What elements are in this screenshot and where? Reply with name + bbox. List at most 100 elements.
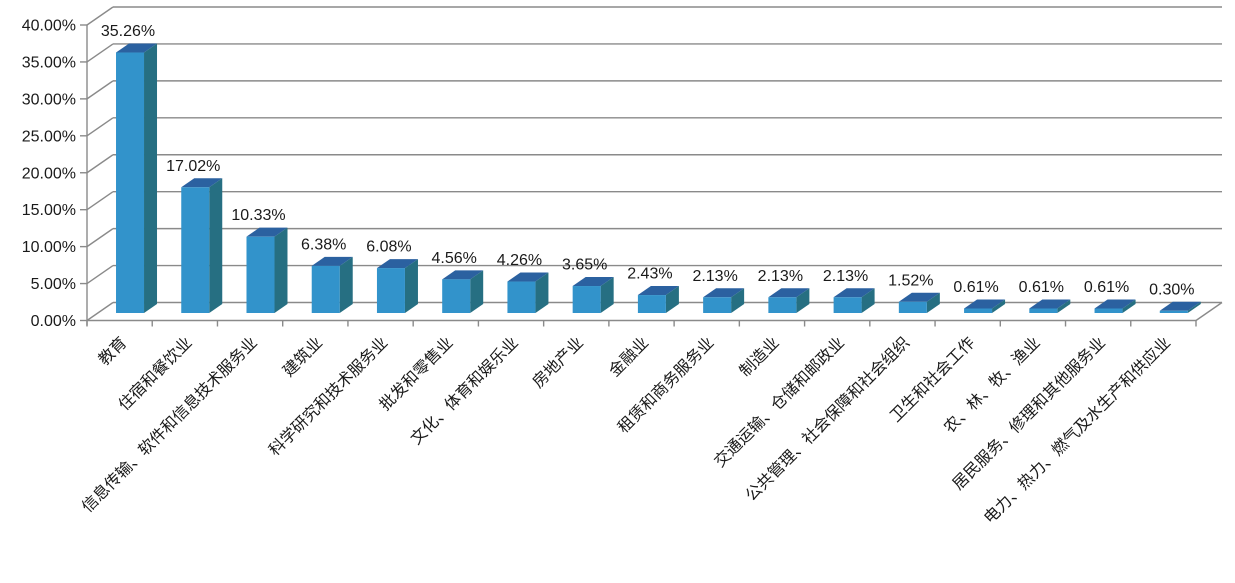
bar-data-label: 2.13% [823,268,868,285]
bar-side-face [1187,301,1201,313]
y-tick-label: 15.00% [22,202,76,219]
y-tick-label: 35.00% [22,54,76,71]
category-label: 科学研究和技术服务业 [266,334,392,460]
bar-group: 4.56% [432,250,484,313]
category-label: 制造业 [736,334,783,381]
bar-front-face [1094,308,1123,313]
y-tick-label: 30.00% [22,91,76,108]
bar-data-label: 6.38% [301,236,346,253]
y-tick-label: 0.00% [31,313,76,330]
gridline-side-segment [86,228,114,248]
bar-side-face [144,43,158,313]
bar-data-label: 35.26% [101,23,155,40]
bar-side-face [992,299,1006,313]
bar-front-face [116,52,145,313]
bar-front-face [246,236,275,313]
bar-data-label: 6.08% [366,239,411,256]
bar-side-face [861,288,875,313]
bar-top-face [833,288,875,298]
bar-group: 0.61% [1084,279,1136,313]
bar-group: 6.08% [366,239,418,313]
bar-top-face [1159,301,1201,311]
bar-data-label: 2.13% [758,268,803,285]
bar-data-label: 4.26% [497,252,542,269]
bar-group: 1.52% [888,272,940,313]
bar-side-face [731,288,745,313]
bar-top-face [768,288,810,298]
bar-data-label: 0.61% [1084,279,1129,296]
bar-side-face [926,292,940,313]
bar-front-face [442,279,471,313]
bar-top-face [311,256,353,266]
y-tick-label: 10.00% [22,239,76,256]
bar-side-face [796,288,810,313]
gridline-side-segment [86,191,114,211]
bar-top-face [1094,299,1136,309]
bar-data-label: 10.33% [231,207,285,224]
bar-data-label: 17.02% [166,158,220,175]
bar-front-face [1029,308,1058,313]
bar-front-face [376,268,405,313]
bar-front-face [703,297,732,313]
bar-data-label: 0.61% [953,279,998,296]
bar-front-face [898,301,927,313]
bar-front-face [637,295,666,313]
bar-top-face [181,178,223,188]
bar-top-face [964,299,1006,309]
bar-group: 4.26% [497,252,549,313]
gridline-side-segment [86,301,114,322]
bar-side-face [404,259,418,313]
bar-front-face [507,281,536,313]
bar-top-face [507,272,549,282]
bar-group: 2.13% [823,268,875,313]
bar-front-face [833,297,862,313]
bar-top-face [572,277,614,287]
bar-top-face [1029,299,1071,309]
bar-group: 17.02% [166,158,223,313]
bar-top-face [246,227,288,237]
bar-front-face [768,297,797,313]
category-label: 交通运输、仓储和邮政业 [711,334,848,471]
category-label: 金融业 [606,334,653,381]
bar-side-face [1057,299,1071,313]
bar-top-face [898,292,940,302]
bar-top-face [442,270,484,280]
bar-side-face [1122,299,1136,313]
bar-group: 10.33% [231,207,288,313]
bar-group: 35.26% [101,23,158,313]
bar-side-face [600,277,614,313]
gridline-side-segment [86,264,114,285]
y-tick-label: 20.00% [22,165,76,182]
bar-side-face [665,286,679,313]
y-tick-label: 40.00% [22,18,76,35]
gridline-side-segment [86,6,114,26]
category-label: 房地产业 [529,334,587,392]
gridline-side-segment [86,154,114,174]
floor-right-edge [1195,301,1223,322]
bar-front-face [964,308,993,313]
bar-data-label: 3.65% [562,257,607,274]
gridline-side-segment [86,117,114,137]
gridline-side-segment [86,43,114,63]
bar-group: 0.61% [1019,279,1071,313]
y-tick-label: 5.00% [31,276,76,293]
bar-group: 2.43% [627,266,679,313]
bar-top-face [376,259,418,269]
bar-data-label: 4.56% [432,250,477,267]
bar-front-face [181,187,210,313]
bar-top-face [116,43,158,53]
bar-side-face [209,178,223,313]
bar-group: 0.30% [1149,281,1201,313]
bar-side-face [274,227,288,313]
y-tick-label: 25.00% [22,128,76,145]
bar-group: 6.38% [301,236,353,313]
bar-side-face [535,272,549,313]
bar-front-face [311,265,340,313]
bar-data-label: 1.52% [888,272,933,289]
bar-group: 0.61% [953,279,1006,313]
bar-data-label: 2.13% [692,268,737,285]
category-label: 文化、体育和娱乐业 [407,334,522,449]
gridline-side-segment [86,80,114,100]
bar-group: 2.13% [758,268,810,313]
